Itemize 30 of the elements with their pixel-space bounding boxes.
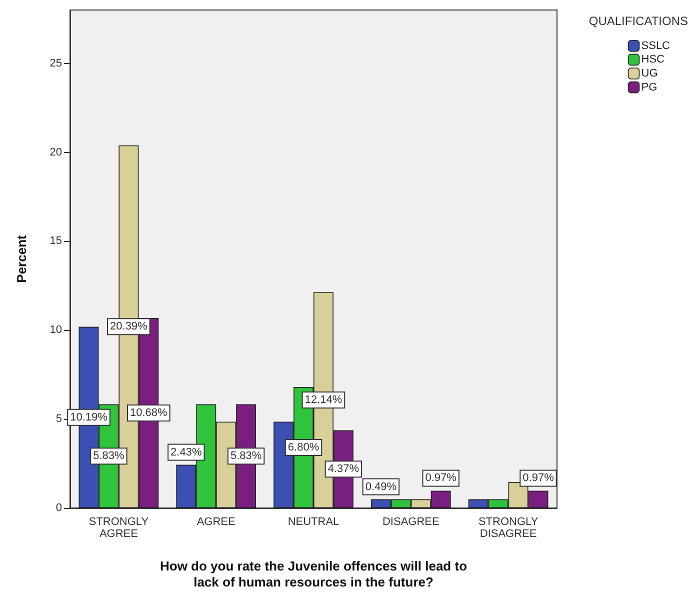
data-label: 0.97% <box>425 472 457 484</box>
x-tick-label: NEUTRAL <box>288 516 340 528</box>
legend-label: HSC <box>641 54 665 66</box>
x-tick-label: AGREE <box>196 516 236 528</box>
y-tick-label: 10 <box>50 324 62 336</box>
data-label: 0.97% <box>522 472 554 484</box>
y-tick-label: 5 <box>56 413 62 426</box>
y-tick-label: 15 <box>50 235 62 248</box>
data-label: 10.68% <box>130 407 168 420</box>
data-label: 6.80% <box>288 442 320 454</box>
y-tick-label: 25 <box>50 57 62 70</box>
legend-label: PG <box>641 81 658 94</box>
legend-title: QUALIFICATIONS <box>588 14 688 28</box>
data-label: 4.37% <box>328 463 360 476</box>
legend-label: SSLC <box>641 40 670 52</box>
data-label: 2.43% <box>170 446 202 458</box>
x-tick-label: STRONGLY DISAGREE <box>478 516 539 540</box>
data-label: 5.83% <box>93 450 125 462</box>
data-label: 12.14% <box>304 394 342 406</box>
data-label: 0.49% <box>365 480 397 493</box>
y-tick-label: 20 <box>50 146 62 158</box>
x-axis-title: How do you rate the Juvenile offences will lead to lack of human resources in the future? <box>160 558 468 590</box>
data-label: 20.39% <box>110 320 148 333</box>
y-axis-title: Percent <box>14 234 29 283</box>
x-tick-label: STRONGLY AGREE <box>88 516 150 540</box>
x-tick-label: DISAGREE <box>382 516 440 528</box>
data-label: 10.19% <box>70 411 108 424</box>
data-label: 5.83% <box>230 450 262 462</box>
y-tick-label: 0 <box>56 502 62 514</box>
legend-label: UG <box>641 68 658 80</box>
